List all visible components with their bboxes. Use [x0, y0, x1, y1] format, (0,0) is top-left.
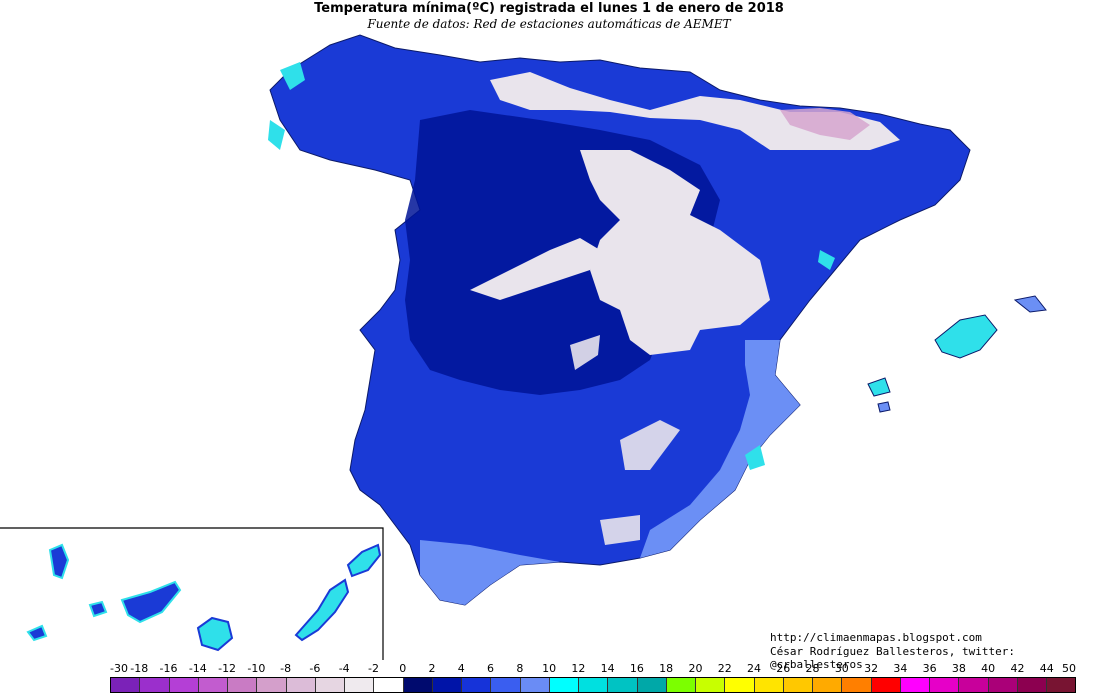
legend-swatch [813, 678, 843, 692]
legend-bar [110, 677, 1076, 693]
legend-swatch [198, 678, 228, 692]
legend-swatch [666, 678, 696, 692]
legend-swatch [696, 678, 726, 692]
legend-label: -4 [338, 662, 350, 675]
legend-label: -16 [159, 662, 178, 675]
legend-swatch [345, 678, 375, 692]
legend-swatch [959, 678, 989, 692]
mallorca [934, 314, 998, 359]
legend-label: 12 [571, 662, 586, 675]
pyrenees-pink-zone [780, 108, 870, 140]
legend-swatch [228, 678, 258, 692]
legend-swatch [930, 678, 960, 692]
legend-swatch [520, 678, 550, 692]
la-palma [48, 543, 70, 580]
legend-swatch [491, 678, 521, 692]
formentera [877, 401, 891, 413]
frost-area-south [570, 335, 680, 545]
temperature-map [0, 34, 1047, 660]
legend-swatch [462, 678, 492, 692]
galicia-coast-cyan [268, 62, 305, 150]
legend-label: 22 [717, 662, 732, 675]
legend-swatch [842, 678, 872, 692]
legend-label: 10 [542, 662, 557, 675]
fuerteventura [294, 578, 350, 642]
legend-swatch [900, 678, 930, 692]
legend-label: 42 [1010, 662, 1025, 675]
legend-swatch [140, 678, 170, 692]
legend-label: 18 [659, 662, 674, 675]
legend-label: 4 [457, 662, 465, 675]
legend-label: -8 [280, 662, 292, 675]
legend-label: -14 [188, 662, 207, 675]
legend-swatch [169, 678, 199, 692]
legend-swatch [579, 678, 609, 692]
la-gomera [88, 600, 108, 618]
canary-inset-frame [0, 527, 384, 660]
legend-swatch [549, 678, 579, 692]
blog-credit: http://climaenmapas.blogspot.com [770, 631, 982, 644]
legend-swatch [257, 678, 287, 692]
ibiza [867, 377, 891, 397]
legend-swatch [374, 678, 404, 692]
legend-label: 38 [951, 662, 966, 675]
legend-label: 20 [688, 662, 703, 675]
legend-swatch [432, 678, 462, 692]
legend-label: 2 [428, 662, 436, 675]
legend-label: 34 [893, 662, 908, 675]
menorca [1013, 295, 1047, 313]
legend-label: 24 [747, 662, 761, 675]
legend-label: -30 [110, 662, 128, 675]
legend-swatch [754, 678, 784, 692]
legend-swatch [315, 678, 345, 692]
tenerife [120, 580, 182, 624]
legend-swatch [1017, 678, 1047, 692]
legend-label: -18 [130, 662, 149, 675]
legend-swatch [988, 678, 1018, 692]
legend-label: 8 [516, 662, 524, 675]
mediterranean-coast-light [640, 340, 800, 558]
legend-swatch [111, 678, 141, 692]
legend-swatch [403, 678, 433, 692]
legend-swatch [637, 678, 667, 692]
legend-swatch [608, 678, 638, 692]
el-hierro [26, 624, 48, 642]
legend-label: -10 [247, 662, 266, 675]
legend-label: 40 [981, 662, 996, 675]
lanzarote [346, 543, 382, 578]
legend-label: 28 [805, 662, 820, 675]
legend-label: 32 [864, 662, 879, 675]
gran-canaria [196, 616, 234, 652]
legend-swatch [783, 678, 813, 692]
legend-label: 36 [922, 662, 937, 675]
legend-label: 30 [834, 662, 849, 675]
legend-label: 26 [776, 662, 791, 675]
legend-swatch [871, 678, 901, 692]
legend-label: -12 [218, 662, 237, 675]
frost-area-central [580, 150, 770, 355]
frost-area-sistema-central [470, 238, 600, 300]
legend-labels: -30 -18 -16 -14 -12 -10 -8 -6 -4 -2 0 2 4 6 8 10 12 14 16 1… [110, 662, 1076, 676]
legend-label: 6 [487, 662, 495, 675]
legend-swatch [1047, 678, 1076, 692]
legend-label: 50 [1062, 662, 1076, 675]
author-credit: César Rodríguez Ballesteros, twitter: @c… [770, 645, 1016, 671]
legend-label: -2 [367, 662, 379, 675]
legend-label: 44 [1039, 662, 1054, 675]
legend-label: 14 [600, 662, 615, 675]
map-subtitle: Fuente de datos: Red de estaciones autom… [367, 17, 731, 31]
legend-label: 0 [399, 662, 407, 675]
color-legend: -30 -18 -16 -14 -12 -10 -8 -6 -4 -2 0 2 4 6 8 10 12 14 16 1… [110, 662, 1076, 694]
south-coast-light [420, 540, 560, 605]
legend-label: 16 [629, 662, 644, 675]
legend-swatch [286, 678, 316, 692]
legend-label: -6 [309, 662, 321, 675]
map-title: Temperatura mínima(ºC) registrada el lun… [314, 1, 784, 16]
legend-swatch [725, 678, 755, 692]
frost-area-north [490, 72, 900, 150]
